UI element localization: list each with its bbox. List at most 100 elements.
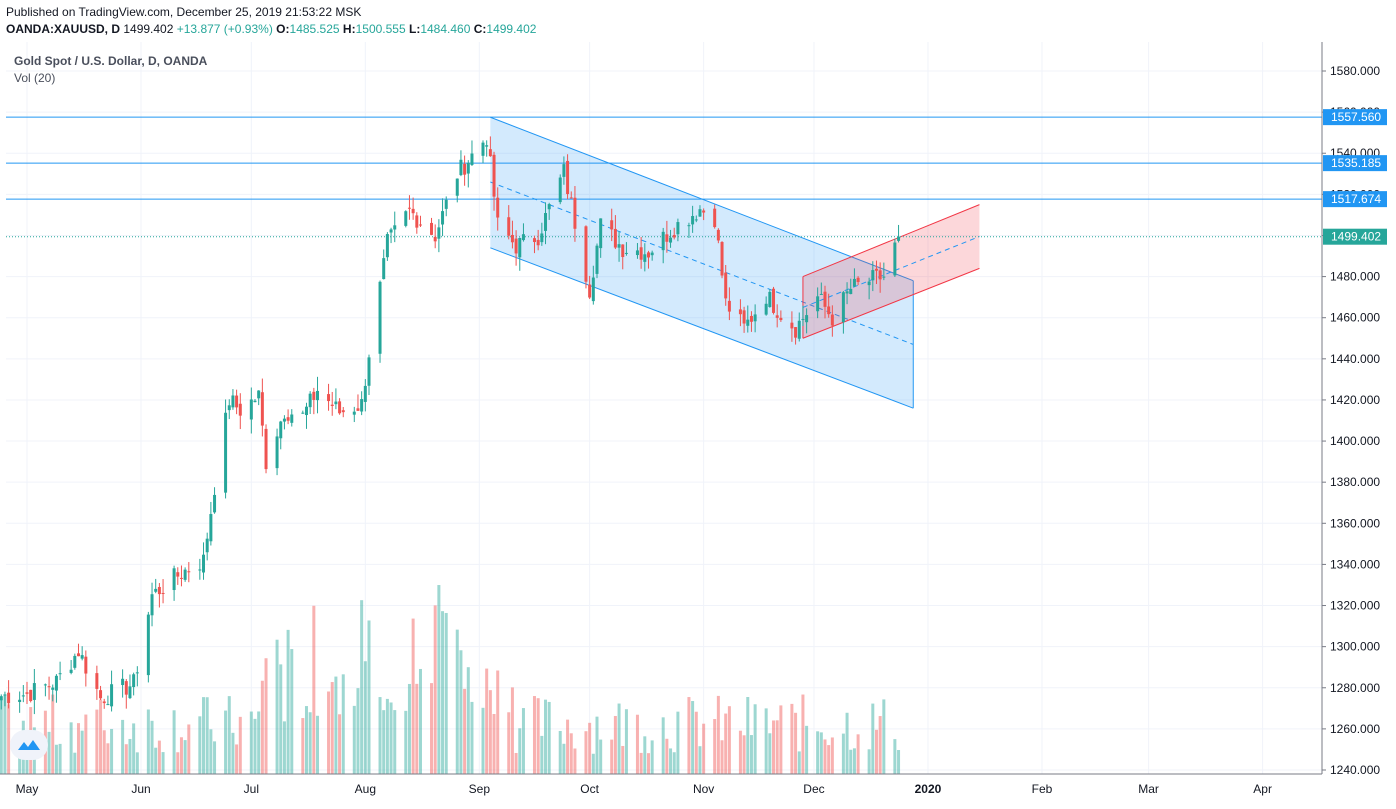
volume-bar [845,712,849,774]
candle-body [768,291,772,307]
volume-bar [179,737,183,774]
volume-bar [352,705,356,774]
price-tick-label: 1400.000 [1330,434,1380,448]
candle-body [235,395,239,408]
candle-body [805,315,809,323]
candle-body [753,314,757,322]
volume-bar [720,740,724,774]
candle-body [183,569,187,580]
volume-bar [790,703,794,774]
volume-bar [150,720,154,774]
candle-body [676,222,680,235]
candle-body [341,410,345,413]
volume-bar [823,739,827,774]
volume-bar [249,711,253,774]
candle-body [209,514,213,542]
candle-body [746,319,750,326]
volume-bar [669,748,673,774]
candle-body [154,588,158,592]
volume-bar [176,752,180,774]
volume-bar [698,746,702,774]
candle-body [80,655,84,659]
high-value: 1500.555 [355,22,406,36]
candle-body [878,270,882,280]
price-change: +13.877 (+0.93%) [176,22,273,36]
volume-bar [132,723,136,774]
candle-body [411,208,415,214]
volume-bar [672,752,676,774]
volume-bar [441,611,445,774]
volume-bar [187,724,191,774]
candle-body [599,218,603,249]
candle-body [749,315,753,322]
candle-body [775,315,779,318]
candle-body [29,689,33,702]
candle-body [845,291,849,294]
candle-body [124,681,128,695]
volume-bar [227,696,231,774]
volume-bar [444,612,448,774]
volume-bar [510,687,514,774]
red-channel-upper [802,204,980,278]
candle-body [727,300,731,312]
volume-bar [172,710,176,774]
volume-bar [621,745,625,774]
price-tick-label: 1360.000 [1330,516,1380,530]
volume-bar [124,744,128,774]
candle-body [279,421,283,439]
candle-body [404,211,408,226]
candle-body [665,234,669,242]
candle-body [363,385,367,402]
volume-bar [260,680,264,774]
candle-body [264,428,268,470]
volume-bar [753,704,757,774]
price-tick-label: 1300.000 [1330,640,1380,654]
candle-body [485,145,489,147]
volume-bar [856,734,860,774]
volume-bar [481,707,485,774]
level-price-tag [1323,155,1387,172]
candle-body [150,594,154,616]
candle-body [430,222,434,235]
volume-bar [99,699,103,774]
volume-bar [694,711,698,774]
volume-bar [198,716,202,774]
volume-bar [433,605,437,774]
candle-body [507,217,511,236]
volume-bar [80,730,84,774]
last-price-tag [1323,228,1387,245]
candle-body [816,296,820,312]
candle-body [558,177,562,203]
candle-body [624,252,628,254]
candle-body [514,238,518,254]
candle-body [867,281,871,286]
price-tick-label: 1480.000 [1330,270,1380,284]
time-tick-label: May [16,782,39,796]
candle-body [562,164,566,177]
candle-body [488,149,492,157]
candle-body [47,686,51,688]
candle-body [713,208,717,228]
candle-body [532,238,536,243]
candle-body [249,399,253,420]
volume-bar [279,664,283,774]
time-tick-label: Jul [244,782,259,796]
candle-body [738,309,742,315]
volume-bar [146,709,150,774]
price-chart[interactable]: 1580.0001560.0001540.0001520.0001500.000… [0,42,1396,809]
volume-bar [213,741,217,774]
price-tick-label: 1240.000 [1330,763,1380,777]
blue-channel-lower [490,247,914,409]
candle-body [764,303,768,315]
volume-bar [724,713,728,774]
candle-body [540,233,544,243]
candle-body [720,242,724,276]
candle-body [694,219,698,221]
volume-bar [231,732,235,774]
volume-bar [558,730,562,774]
candle-body [312,391,316,400]
volume-bar [286,629,290,774]
tradingview-logo-icon[interactable] [10,730,48,760]
candle-body [897,236,901,241]
candle-body [282,418,286,422]
